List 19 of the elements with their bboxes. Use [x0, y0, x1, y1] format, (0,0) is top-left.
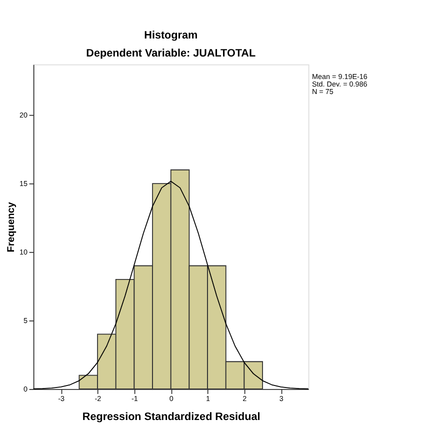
x-tick-label: -1	[131, 394, 138, 404]
x-tick-label: -2	[94, 394, 102, 404]
y-tick-label: 10	[19, 247, 28, 256]
x-tick-label: 3	[279, 394, 284, 404]
chart-title: Histogram	[144, 29, 198, 42]
x-tick-label: 1	[206, 394, 210, 404]
x-axis-title: Regression Standardized Residual	[82, 411, 260, 424]
text: N = 75	[312, 87, 334, 96]
x-tick-label: 2	[242, 394, 247, 404]
y-tick-label: 20	[19, 110, 28, 120]
y-tick-label: 0	[23, 384, 28, 394]
y-tick-label: 15	[19, 178, 28, 188]
y-tick-label: 5	[23, 316, 28, 325]
chart-subtitle: Dependent Variable: JUALTOTAL	[86, 47, 256, 60]
x-tick-label: -3	[58, 394, 65, 404]
y-axis-title: Frequency	[6, 202, 18, 252]
x-tick-label: 0	[169, 394, 174, 404]
text: Mean = 9.19E-16	[312, 72, 368, 81]
text: Std. Dev. = 0.986	[312, 79, 368, 88]
